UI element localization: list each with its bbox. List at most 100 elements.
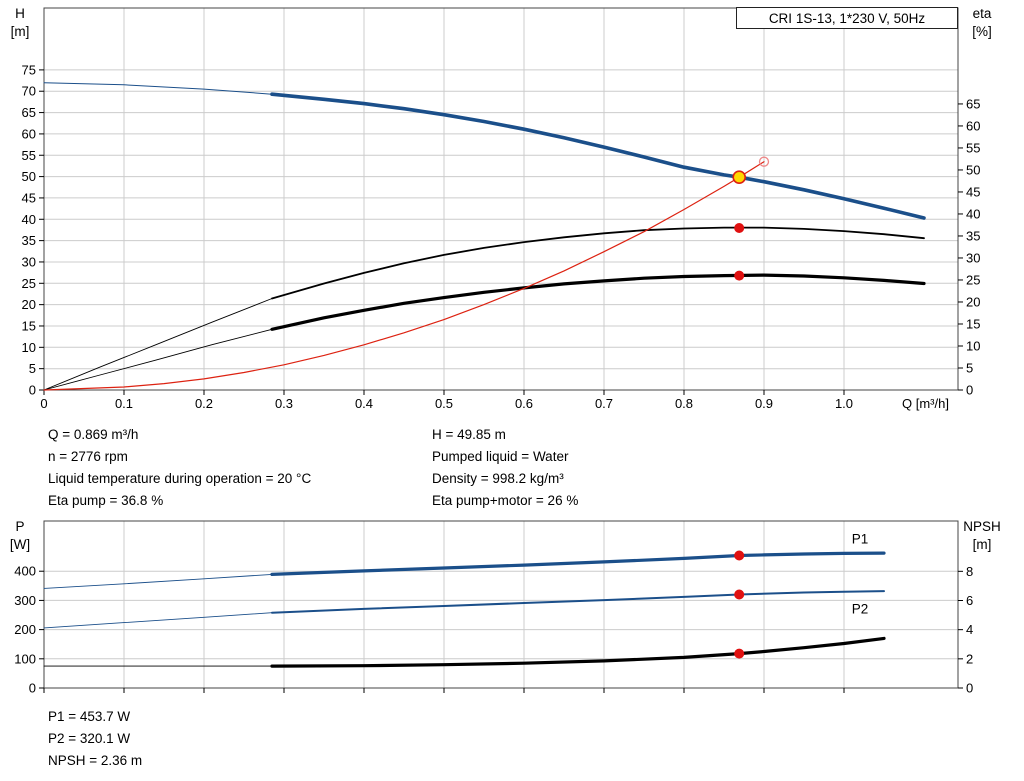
left-axis-tick-label: 0 (29, 681, 36, 696)
left-axis-tick-label: 400 (14, 564, 36, 579)
duty-point-head (732, 170, 747, 184)
left-axis-tick-label: 75 (22, 62, 36, 77)
density-line: Density = 998.2 kg/m³ (432, 471, 564, 486)
h-value-line: H = 49.85 m (432, 427, 506, 442)
right-axis-tick-label: 55 (966, 140, 980, 155)
left-axis-tick-label: 25 (22, 276, 36, 291)
right-axis-tick-label: 50 (966, 162, 980, 177)
duty-point-p1 (734, 550, 745, 561)
eta-pump-line: Eta pump = 36.8 % (48, 493, 164, 508)
left-axis-title: [m] (11, 24, 30, 39)
duty-point-npsh (734, 648, 745, 659)
pumped-liquid-line: Pumped liquid = Water (432, 449, 569, 464)
left-axis-tick-label: 200 (14, 622, 36, 637)
system-curve (43, 161, 765, 391)
left-axis-title: P (15, 519, 24, 534)
left-axis-tick-label: 30 (22, 254, 36, 269)
curve-label-P1: P1 (852, 532, 869, 547)
duty-annotations-left: Q = 0.869 m³/h n = 2776 rpm Liquid tempe… (48, 424, 311, 512)
left-axis-tick-label: 5 (29, 361, 36, 376)
power-npsh-chart: 0 100 200 300 400 0 2 4 6 8 P [W] NPSH [m] P1 P2 (10, 519, 1001, 696)
left-axis-title: [W] (10, 537, 30, 552)
right-axis-title: NPSH (963, 519, 1001, 534)
right-axis-title: eta (973, 6, 992, 21)
left-axis-tick-label: 100 (14, 651, 36, 666)
right-axis-tick-label: 0 (966, 383, 973, 398)
eta-pump-curve (271, 226, 925, 300)
system-curve-end-circle (758, 156, 770, 167)
head-eta-chart: 0 5 10 15 20 25 30 35 40 45 50 55 60 65 70 75 0 5 10 15 20 25… (11, 6, 992, 411)
npsh-result-line: NPSH = 2.36 m (48, 753, 143, 768)
liquid-temp-line: Liquid temperature during operation = 20… (48, 471, 312, 486)
left-axis-tick-label: 20 (22, 297, 36, 312)
right-axis-title: [m] (973, 537, 992, 552)
plot-border (43, 520, 959, 689)
left-axis-tick-label: 40 (22, 212, 36, 227)
duty-point-p2 (734, 589, 745, 600)
npsh-curve (270, 636, 886, 668)
p2-curve (271, 590, 885, 614)
right-axis-tick-label: 45 (966, 184, 980, 199)
plot-border (43, 7, 959, 391)
left-axis-tick-label: 15 (22, 318, 36, 333)
duty-point-eta-pump (734, 223, 745, 233)
x-axis-tick-label: 0 (40, 396, 47, 411)
left-axis-tick-label: 35 (22, 233, 36, 248)
right-axis-tick-label: 2 (966, 651, 973, 666)
duty-annotations-right: H = 49.85 m Pumped liquid = Water Densit… (432, 424, 578, 512)
right-axis-tick-label: 6 (966, 593, 973, 608)
right-axis-tick-label: 65 (966, 96, 980, 111)
x-axis-tick-label: 0.2 (195, 396, 213, 411)
p1-curve (270, 551, 886, 577)
x-axis-tick-label: 0.8 (675, 396, 693, 411)
left-axis-tick-label: 10 (22, 340, 36, 355)
eta-pump-motor-line: Eta pump+motor = 26 % (432, 493, 579, 508)
curve-label-P2: P2 (852, 601, 869, 616)
right-axis-tick-label: 40 (966, 206, 980, 221)
left-axis-title: H (15, 6, 25, 21)
duty-point-eta-pump-motor (734, 270, 745, 281)
left-axis-tick-label: 0 (29, 383, 36, 398)
right-axis-tick-label: 4 (966, 622, 973, 637)
eta-pump-curve (43, 298, 273, 391)
x-axis-tick-label: 1.0 (835, 396, 853, 411)
head-curve (43, 82, 273, 95)
x-axis-tick-label: 0.6 (515, 396, 533, 411)
x-axis-tick-label: 0.1 (115, 396, 133, 411)
right-axis-tick-label: 35 (966, 228, 980, 243)
x-axis-tick-label: 0.5 (435, 396, 453, 411)
x-axis-tick-label: 0.7 (595, 396, 613, 411)
result-values: P1 = 453.7 W P2 = 320.1 W NPSH = 2.36 m (48, 706, 142, 772)
right-axis-tick-label: 60 (966, 118, 980, 133)
q-value-line: Q = 0.869 m³/h (48, 427, 139, 442)
p1-result-line: P1 = 453.7 W (48, 709, 131, 724)
eta-pump-motor-curve (270, 273, 926, 331)
right-axis-tick-label: 30 (966, 250, 980, 265)
p1-curve (43, 573, 273, 589)
right-axis-tick-label: 10 (966, 338, 980, 353)
x-axis-tick-label: 0.9 (755, 396, 773, 411)
x-axis-tick-label: 0.4 (355, 396, 373, 411)
left-axis-tick-label: 60 (22, 126, 36, 141)
x-axis-title: Q [m³/h] (902, 396, 949, 411)
right-axis-tick-label: 8 (966, 564, 973, 579)
right-axis-tick-label: 20 (966, 294, 980, 309)
left-axis-tick-label: 55 (22, 148, 36, 163)
left-axis-tick-label: 65 (22, 105, 36, 120)
pump-model-title: CRI 1S-13, 1*230 V, 50Hz (736, 7, 958, 29)
right-axis-title: [%] (972, 24, 992, 39)
left-axis-tick-label: 45 (22, 190, 36, 205)
right-axis-tick-label: 0 (966, 681, 973, 696)
eta-pump-motor-curve (43, 328, 273, 391)
left-axis-tick-label: 50 (22, 169, 36, 184)
p2-result-line: P2 = 320.1 W (48, 731, 131, 746)
left-axis-tick-label: 70 (22, 84, 36, 99)
speed-line: n = 2776 rpm (48, 449, 128, 464)
right-axis-tick-label: 5 (966, 360, 973, 375)
p2-curve (43, 612, 273, 629)
right-axis-tick-label: 25 (966, 272, 980, 287)
right-axis-tick-label: 15 (966, 316, 980, 331)
head-curve (270, 92, 926, 220)
